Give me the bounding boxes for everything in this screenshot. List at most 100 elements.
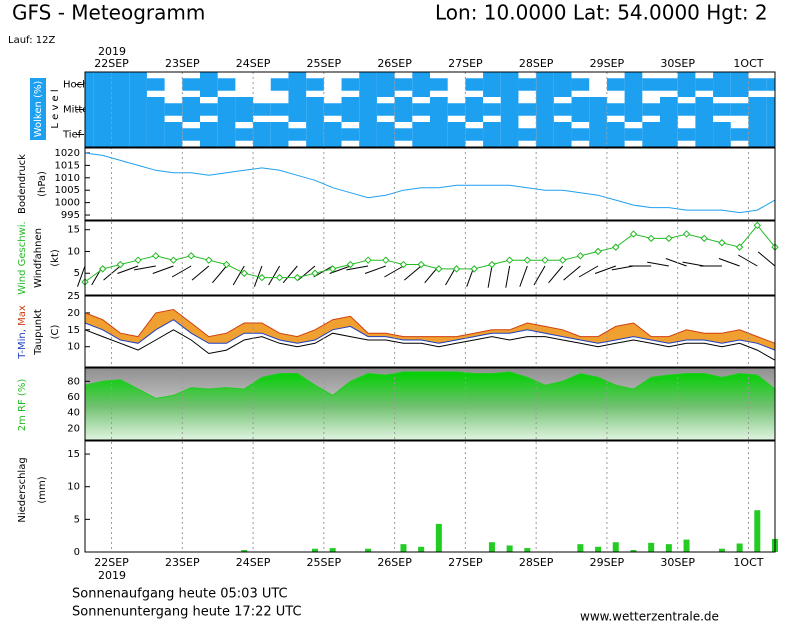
wind-speed-point xyxy=(311,269,319,277)
cloud-cell xyxy=(341,78,360,91)
precip-unit: (mm) xyxy=(37,476,48,503)
wind-speed-point xyxy=(594,247,602,256)
wind-barb xyxy=(519,265,528,287)
wind-barb xyxy=(117,265,139,274)
cloud-cell xyxy=(235,128,254,141)
precip-bar xyxy=(612,542,619,552)
y-tick-label: 5 xyxy=(74,268,80,279)
wind-barb xyxy=(134,265,156,271)
x-tick-label-bottom: 24SEP xyxy=(236,556,271,569)
y-tick-label: 25 xyxy=(67,291,80,302)
cloud-cell xyxy=(624,128,643,141)
wind-barb xyxy=(364,265,386,274)
wind-speed-point xyxy=(98,265,107,273)
cloud-cell xyxy=(182,78,200,91)
wind-speed-point xyxy=(328,265,337,273)
cloud-cell xyxy=(677,128,696,141)
y-tick-label: 1020 xyxy=(55,148,80,159)
cloud-cell xyxy=(288,72,307,97)
cloud-cell xyxy=(306,122,324,147)
cloud-cell xyxy=(359,97,377,122)
cloud-cell xyxy=(376,103,395,116)
wind-speed-point xyxy=(629,230,638,238)
cloud-cell xyxy=(606,122,625,147)
wind-barb xyxy=(487,265,493,288)
cloud-cell xyxy=(624,72,643,97)
precip-bar xyxy=(400,544,407,552)
rh-label: 2m RF (%) xyxy=(17,379,28,432)
wind-barb xyxy=(232,265,245,286)
precip-bar xyxy=(665,544,672,552)
wind-barb xyxy=(77,265,86,287)
wind-barb xyxy=(152,265,174,274)
wind-speed-point xyxy=(222,260,231,269)
wind-barb xyxy=(718,258,740,267)
cloud-cell xyxy=(217,122,236,147)
wind-speed-point xyxy=(488,260,496,269)
cloud-cell xyxy=(217,97,236,122)
cloud-cell xyxy=(553,72,572,97)
y-tick-label: 5 xyxy=(74,514,80,525)
cloud-cell xyxy=(270,103,289,116)
wind-barb xyxy=(191,265,210,281)
cloud-cell xyxy=(412,72,430,97)
wind-speed-point xyxy=(665,234,673,243)
wind-speed-line xyxy=(84,224,776,283)
temp-label: T-Min, Max xyxy=(17,305,28,360)
cloud-cell xyxy=(483,103,501,116)
y-tick-label: 10 xyxy=(67,482,80,493)
wind-barb xyxy=(171,265,192,278)
title: GFS - Meteogramm xyxy=(12,1,205,25)
cloud-cell xyxy=(642,122,660,147)
cloud-cell xyxy=(85,122,94,147)
cloud-cell xyxy=(536,97,554,122)
wind-speed-point xyxy=(275,273,284,282)
cloud-cell xyxy=(500,97,519,122)
cloud-cell xyxy=(412,103,430,116)
panel-frame xyxy=(84,71,776,148)
cloud-cell xyxy=(146,78,165,91)
wind-barb xyxy=(578,265,599,278)
precip-bar xyxy=(312,548,318,552)
cloud-cell xyxy=(253,122,271,147)
rh-area xyxy=(84,371,776,441)
cloud-cell xyxy=(766,122,775,147)
wind-label: Wind Geschwi. xyxy=(17,221,28,294)
x-tick-label-top: 25SEP xyxy=(307,57,342,70)
cloud-cell xyxy=(660,78,678,91)
cloud-cell xyxy=(129,97,147,122)
cloud-layer-label: Hoch xyxy=(63,80,88,91)
cloud-cell xyxy=(677,72,696,97)
wind-barb xyxy=(665,258,687,267)
y-tick-label: 10 xyxy=(67,342,80,353)
wind-speed-point xyxy=(187,252,195,260)
wind-barb xyxy=(647,261,669,267)
cloud-cell xyxy=(394,128,413,141)
wind-speed-point xyxy=(116,260,125,269)
cloud-cell xyxy=(642,78,660,91)
y-tick-label: 20 xyxy=(67,308,80,319)
wind-barb xyxy=(563,265,581,281)
wind-barb xyxy=(505,265,511,288)
cloud-cell xyxy=(695,97,714,122)
wind-speed-point xyxy=(718,239,726,247)
y-tick-label: 0 xyxy=(74,547,80,558)
y-tick-label: 15 xyxy=(67,225,80,236)
precip-bar xyxy=(754,510,761,552)
cloud-cell xyxy=(182,97,200,122)
cloud-cell xyxy=(270,122,289,147)
cloud-cell xyxy=(306,97,324,122)
x-tick-label-top: 27SEP xyxy=(448,57,483,70)
cloud-cell xyxy=(93,97,112,122)
cloud-cell xyxy=(93,72,112,97)
temp-min-label: T-Min, xyxy=(17,329,28,360)
y-tick-label: 60 xyxy=(67,392,80,403)
precip-bar xyxy=(648,542,655,552)
location: Lon: 10.0000 Lat: 54.0000 Hgt: 2 xyxy=(435,1,768,25)
x-tick-label-top: 1OCT xyxy=(733,57,763,70)
cloud-cell xyxy=(323,122,342,147)
run: Lauf: 12Z xyxy=(8,35,55,46)
cloud-cell xyxy=(288,97,307,122)
cloud-cell xyxy=(323,103,342,116)
x-tick-label-bottom: 30SEP xyxy=(660,556,695,569)
